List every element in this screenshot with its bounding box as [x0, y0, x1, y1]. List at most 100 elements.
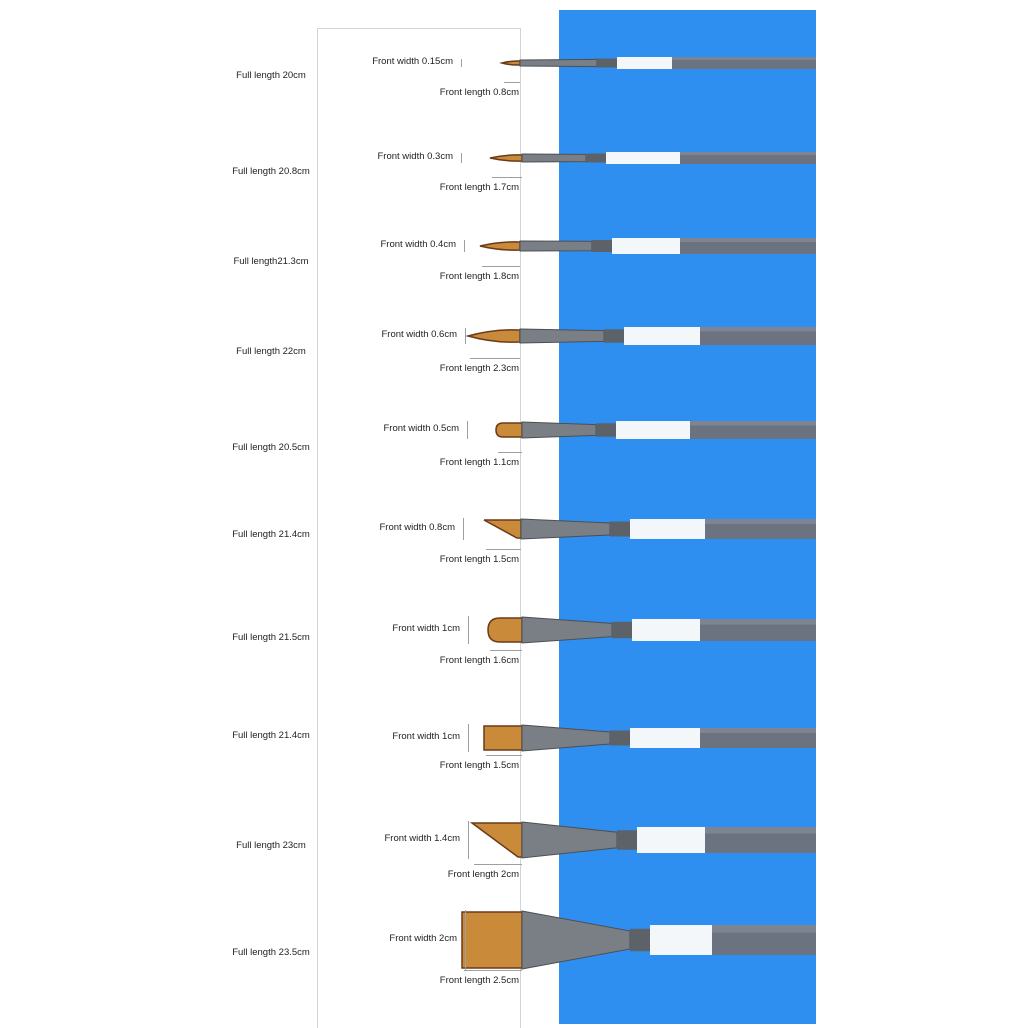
front-length-tick: [474, 864, 522, 865]
front-length-label: Front length 1.8cm: [439, 271, 519, 282]
metal-ferrule: [521, 724, 611, 752]
front-length-tick: [504, 82, 520, 83]
metal-ferrule: [521, 821, 618, 859]
handle-band: [637, 827, 705, 853]
full-length-label: Full length 22cm: [236, 346, 306, 357]
blue-backdrop: [559, 10, 816, 1024]
ferrule-crimp: [612, 621, 632, 639]
ferrule-crimp: [586, 153, 606, 163]
bristle-tip: [483, 519, 522, 539]
front-length-label: Front length 2.5cm: [439, 975, 519, 986]
metal-ferrule: [521, 421, 597, 439]
front-width-label: Front width 0.4cm: [380, 239, 457, 250]
front-length-label: Front length 1.6cm: [439, 655, 519, 666]
full-length-label: Full length 20cm: [236, 70, 306, 81]
ferrule-crimp: [597, 58, 617, 68]
handle-highlight: [705, 519, 816, 524]
handle-band: [624, 327, 700, 345]
front-length-label: Front length 1.1cm: [439, 457, 519, 468]
front-width-tick: [465, 910, 466, 970]
handle-band: [612, 238, 680, 254]
handle-highlight: [700, 728, 816, 733]
bristle-tip: [499, 60, 521, 66]
front-width-tick: [467, 421, 468, 439]
front-width-tick: [468, 616, 469, 644]
metal-ferrule: [520, 518, 611, 540]
front-width-label: Front width 0.6cm: [381, 329, 458, 340]
handle-highlight: [680, 238, 816, 242]
front-length-tick: [492, 177, 522, 178]
ferrule-crimp: [610, 730, 630, 746]
front-width-tick: [461, 153, 462, 163]
bristle-tip: [495, 422, 523, 438]
full-length-label: Full length 21.5cm: [232, 632, 310, 643]
front-width-tick: [465, 328, 466, 344]
bristle-tip: [465, 329, 521, 343]
metal-ferrule: [521, 910, 631, 970]
ferrule-crimp: [630, 928, 650, 952]
ferrule-crimp: [617, 830, 637, 850]
front-width-label: Front width 1cm: [392, 623, 460, 634]
full-length-label: Full length 23cm: [236, 840, 306, 851]
ferrule-crimp: [596, 423, 616, 437]
front-length-tick: [464, 970, 522, 971]
bristle-tip: [483, 725, 523, 751]
metal-ferrule: [519, 58, 598, 68]
handle-band: [630, 728, 700, 748]
handle-band: [606, 152, 680, 164]
bristle-tip: [487, 617, 523, 643]
front-width-label: Front width 0.8cm: [379, 522, 456, 533]
front-length-label: Front length 2cm: [447, 869, 519, 880]
handle-highlight: [672, 57, 816, 60]
handle-band: [616, 421, 690, 439]
bristle-tip: [461, 911, 523, 969]
handle-band: [630, 519, 705, 539]
front-width-tick: [463, 518, 464, 540]
metal-ferrule: [521, 153, 587, 163]
full-length-label: Full length21.3cm: [233, 256, 309, 267]
handle-highlight: [705, 827, 816, 834]
front-width-label: Front width 1cm: [392, 731, 460, 742]
front-width-tick: [468, 821, 469, 859]
handle-highlight: [712, 925, 816, 933]
front-length-label: Front length 1.5cm: [439, 760, 519, 771]
bristle-tip: [469, 822, 523, 858]
front-length-tick: [470, 358, 520, 359]
metal-ferrule: [519, 240, 593, 252]
front-length-tick: [498, 452, 522, 453]
front-length-tick: [486, 549, 521, 550]
front-length-tick: [486, 755, 522, 756]
front-width-tick: [464, 240, 465, 252]
bristle-tip: [489, 154, 523, 162]
front-width-tick: [461, 59, 462, 67]
front-length-label: Front length 2.3cm: [439, 363, 519, 374]
handle-band: [650, 925, 712, 955]
full-length-label: Full length 21.4cm: [232, 529, 310, 540]
handle-highlight: [690, 421, 816, 426]
bristle-tip: [479, 241, 521, 251]
front-length-tick: [490, 650, 522, 651]
ferrule-crimp: [604, 329, 624, 343]
ferrule-crimp: [610, 521, 630, 537]
front-width-label: Front width 0.3cm: [377, 151, 454, 162]
front-width-label: Front width 0.5cm: [383, 423, 460, 434]
metal-ferrule: [519, 328, 605, 344]
full-length-label: Full length 21.4cm: [232, 730, 310, 741]
front-length-tick: [482, 266, 520, 267]
handle-band: [617, 57, 672, 69]
ferrule-crimp: [592, 240, 612, 252]
full-length-label: Full length 23.5cm: [232, 947, 310, 958]
full-length-label: Full length 20.8cm: [232, 166, 310, 177]
front-width-label: Front width 0.15cm: [372, 56, 453, 67]
front-width-tick: [468, 724, 469, 752]
handle-band: [632, 619, 700, 641]
front-width-label: Front width 1.4cm: [384, 833, 461, 844]
full-length-label: Full length 20.5cm: [232, 442, 310, 453]
handle-highlight: [680, 152, 816, 155]
front-width-label: Front width 2cm: [389, 933, 457, 944]
front-length-label: Front length 1.7cm: [439, 182, 519, 193]
front-length-label: Front length 1.5cm: [439, 554, 519, 565]
handle-highlight: [700, 619, 816, 625]
handle-highlight: [700, 327, 816, 332]
